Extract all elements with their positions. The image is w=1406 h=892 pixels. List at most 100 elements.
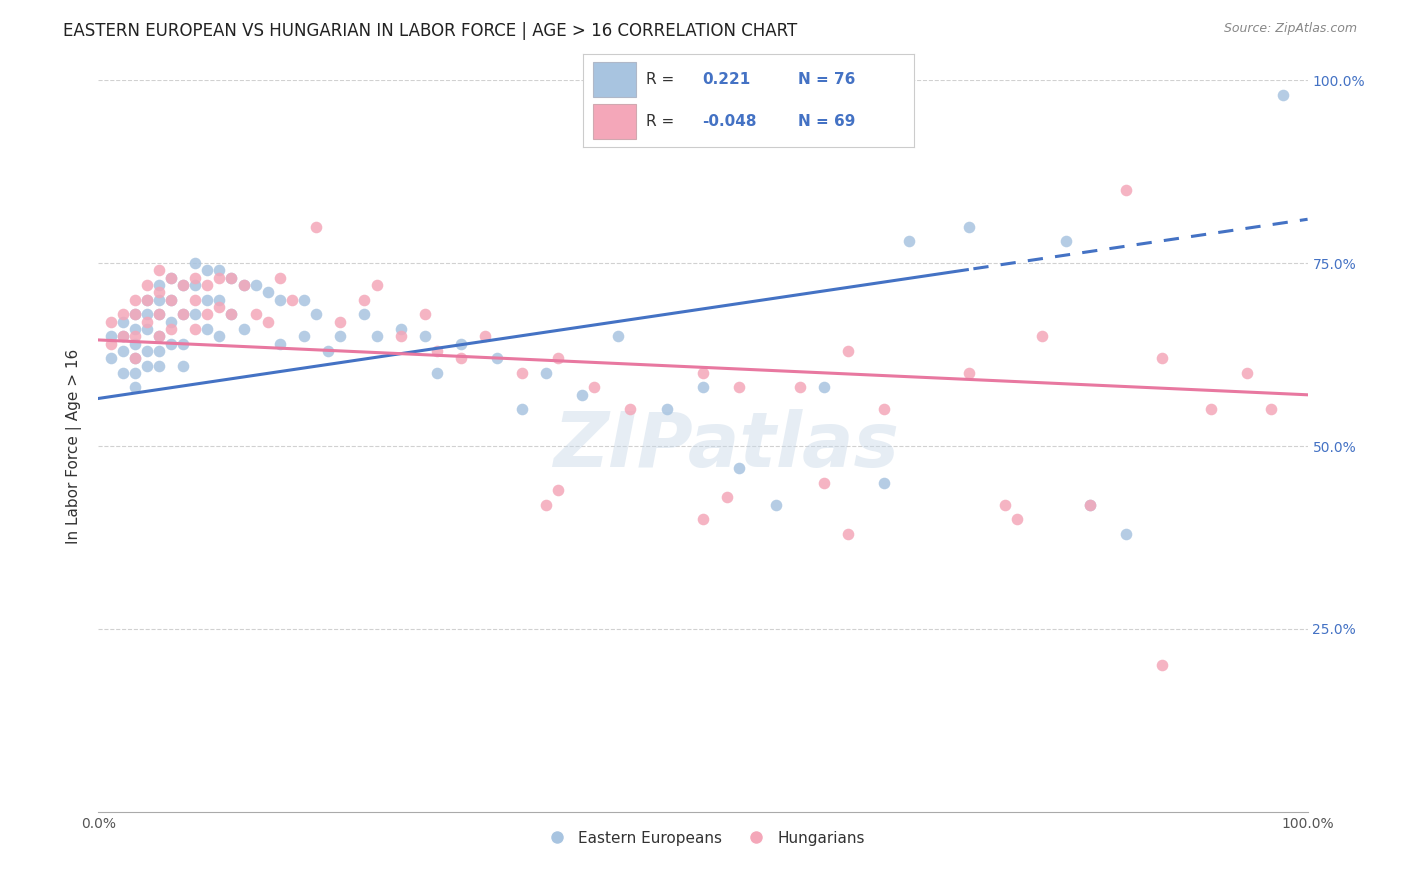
Point bbox=[100, 336, 122, 351]
Point bbox=[728, 380, 751, 394]
Point bbox=[184, 322, 207, 336]
Text: R =: R = bbox=[647, 71, 675, 87]
Point bbox=[160, 293, 183, 307]
Point bbox=[124, 336, 146, 351]
Point bbox=[124, 293, 146, 307]
Y-axis label: In Labor Force | Age > 16: In Labor Force | Age > 16 bbox=[66, 349, 83, 543]
Point bbox=[148, 263, 170, 277]
Point bbox=[413, 307, 436, 321]
Point bbox=[450, 336, 472, 351]
Point bbox=[208, 270, 231, 285]
Point bbox=[292, 329, 315, 343]
Point bbox=[1236, 366, 1258, 380]
Point bbox=[172, 307, 194, 321]
Point bbox=[534, 366, 557, 380]
Point bbox=[692, 366, 714, 380]
Point bbox=[1152, 658, 1174, 673]
Point bbox=[765, 498, 787, 512]
Text: N = 69: N = 69 bbox=[799, 114, 856, 129]
Point bbox=[1031, 329, 1053, 343]
Point bbox=[281, 293, 304, 307]
Point bbox=[124, 322, 146, 336]
Point bbox=[837, 526, 859, 541]
Point bbox=[111, 329, 134, 343]
Point bbox=[172, 278, 194, 293]
Point bbox=[269, 336, 291, 351]
Point bbox=[316, 343, 339, 358]
Point bbox=[208, 293, 231, 307]
Point bbox=[100, 315, 122, 329]
Point bbox=[389, 329, 412, 343]
Text: Source: ZipAtlas.com: Source: ZipAtlas.com bbox=[1223, 22, 1357, 36]
Text: R =: R = bbox=[647, 114, 675, 129]
Point bbox=[124, 366, 146, 380]
Point bbox=[148, 359, 170, 373]
Point bbox=[510, 402, 533, 417]
Point bbox=[184, 256, 207, 270]
Point bbox=[232, 322, 254, 336]
Point bbox=[160, 315, 183, 329]
Point bbox=[148, 343, 170, 358]
Point bbox=[813, 380, 835, 394]
Point bbox=[292, 293, 315, 307]
Point bbox=[547, 483, 569, 497]
Point bbox=[1199, 402, 1222, 417]
FancyBboxPatch shape bbox=[593, 104, 637, 139]
Point bbox=[148, 293, 170, 307]
Point bbox=[450, 351, 472, 366]
Point bbox=[135, 359, 157, 373]
Point bbox=[1115, 183, 1137, 197]
Point bbox=[510, 366, 533, 380]
Point bbox=[534, 498, 557, 512]
Point bbox=[184, 307, 207, 321]
Point bbox=[221, 307, 243, 321]
Point bbox=[135, 322, 157, 336]
Point bbox=[195, 307, 218, 321]
Text: EASTERN EUROPEAN VS HUNGARIAN IN LABOR FORCE | AGE > 16 CORRELATION CHART: EASTERN EUROPEAN VS HUNGARIAN IN LABOR F… bbox=[63, 22, 797, 40]
Point bbox=[124, 307, 146, 321]
Point bbox=[208, 263, 231, 277]
Point bbox=[692, 380, 714, 394]
Point bbox=[184, 278, 207, 293]
Point bbox=[232, 278, 254, 293]
Point bbox=[148, 307, 170, 321]
Point bbox=[111, 366, 134, 380]
Point bbox=[160, 270, 183, 285]
Point bbox=[172, 336, 194, 351]
Point bbox=[135, 315, 157, 329]
Text: -0.048: -0.048 bbox=[703, 114, 756, 129]
Point bbox=[269, 293, 291, 307]
Point bbox=[366, 329, 388, 343]
Point bbox=[111, 343, 134, 358]
Point bbox=[111, 315, 134, 329]
Point bbox=[1007, 512, 1029, 526]
Point bbox=[305, 219, 328, 234]
Point bbox=[160, 322, 183, 336]
Point bbox=[426, 366, 449, 380]
Point bbox=[172, 278, 194, 293]
Point bbox=[728, 461, 751, 475]
Point bbox=[426, 343, 449, 358]
Text: 0.221: 0.221 bbox=[703, 71, 751, 87]
Point bbox=[221, 307, 243, 321]
Point bbox=[813, 475, 835, 490]
Point bbox=[256, 285, 278, 300]
Point bbox=[957, 219, 980, 234]
Point bbox=[135, 293, 157, 307]
Point bbox=[148, 329, 170, 343]
Point bbox=[184, 270, 207, 285]
Text: ZIPatlas: ZIPatlas bbox=[554, 409, 900, 483]
Point bbox=[1078, 498, 1101, 512]
Point bbox=[221, 270, 243, 285]
Point bbox=[716, 490, 738, 504]
Point bbox=[111, 307, 134, 321]
Point bbox=[474, 329, 496, 343]
Point bbox=[148, 278, 170, 293]
Point bbox=[305, 307, 328, 321]
Point bbox=[124, 307, 146, 321]
Point bbox=[195, 293, 218, 307]
Point bbox=[148, 329, 170, 343]
FancyBboxPatch shape bbox=[593, 62, 637, 96]
Point bbox=[655, 402, 678, 417]
Point bbox=[571, 388, 593, 402]
